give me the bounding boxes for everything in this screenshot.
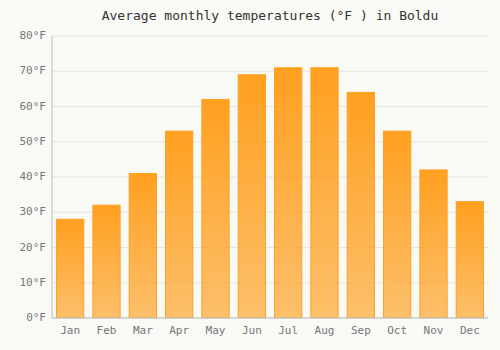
x-tick-label: Aug: [315, 324, 335, 337]
y-tick-label: 50°F: [20, 135, 47, 148]
x-tick-label: Mar: [133, 324, 153, 337]
bar: [384, 131, 411, 318]
y-tick-label: 60°F: [20, 100, 47, 113]
grid: [52, 36, 488, 318]
grid-line: [52, 318, 488, 319]
bars: [57, 68, 484, 318]
x-tick-label: May: [206, 324, 226, 337]
y-tick-label: 30°F: [20, 205, 47, 218]
x-tick-label: Oct: [387, 324, 407, 337]
y-tick-label: 10°F: [20, 276, 47, 289]
chart: 0°F 10°F 20°F 30°F 40°F 50°F 60°F 70°F 80°F Jan Fe…: [0, 0, 500, 350]
grid-line: [52, 71, 488, 72]
bar: [166, 131, 193, 318]
grid-line: [52, 141, 488, 142]
bar: [456, 202, 483, 318]
x-tick-label: Jan: [60, 324, 80, 337]
x-tick-label: Jun: [242, 324, 262, 337]
y-axis: 0°F 10°F 20°F 30°F 40°F 50°F 60°F 70°F 80°F: [20, 29, 47, 324]
y-tick-label: 40°F: [20, 170, 47, 183]
x-tick-label: Feb: [97, 324, 117, 337]
grid-line: [52, 106, 488, 107]
x-axis: Jan Feb Mar Apr May Jun Jul Aug Sep Oct Nov Dec: [60, 324, 480, 337]
x-tick-label: Nov: [424, 324, 444, 337]
bar: [57, 219, 84, 318]
grid-line: [52, 36, 488, 37]
bar: [420, 170, 447, 318]
x-axis-line: [52, 318, 488, 319]
x-tick-label: Jul: [278, 324, 298, 337]
bar: [275, 68, 302, 318]
bar: [93, 205, 120, 318]
y-tick-label: 0°F: [26, 311, 46, 324]
title: Average monthly temperatures (°F ) in Bo…: [102, 8, 439, 23]
x-tick-label: Dec: [460, 324, 480, 337]
chart-container: 0°F 10°F 20°F 30°F 40°F 50°F 60°F 70°F 80°F Jan Fe…: [0, 0, 500, 350]
bar: [347, 92, 374, 318]
x-tick-label: Apr: [169, 324, 189, 337]
y-tick-label: 20°F: [20, 241, 47, 254]
bar: [129, 173, 156, 318]
x-tick-label: Sep: [351, 324, 371, 337]
bar: [202, 99, 229, 318]
y-tick-label: 70°F: [20, 64, 47, 77]
y-axis-line: [52, 36, 53, 318]
y-tick-label: 80°F: [20, 29, 47, 42]
bar: [238, 75, 265, 318]
bar: [311, 68, 338, 318]
